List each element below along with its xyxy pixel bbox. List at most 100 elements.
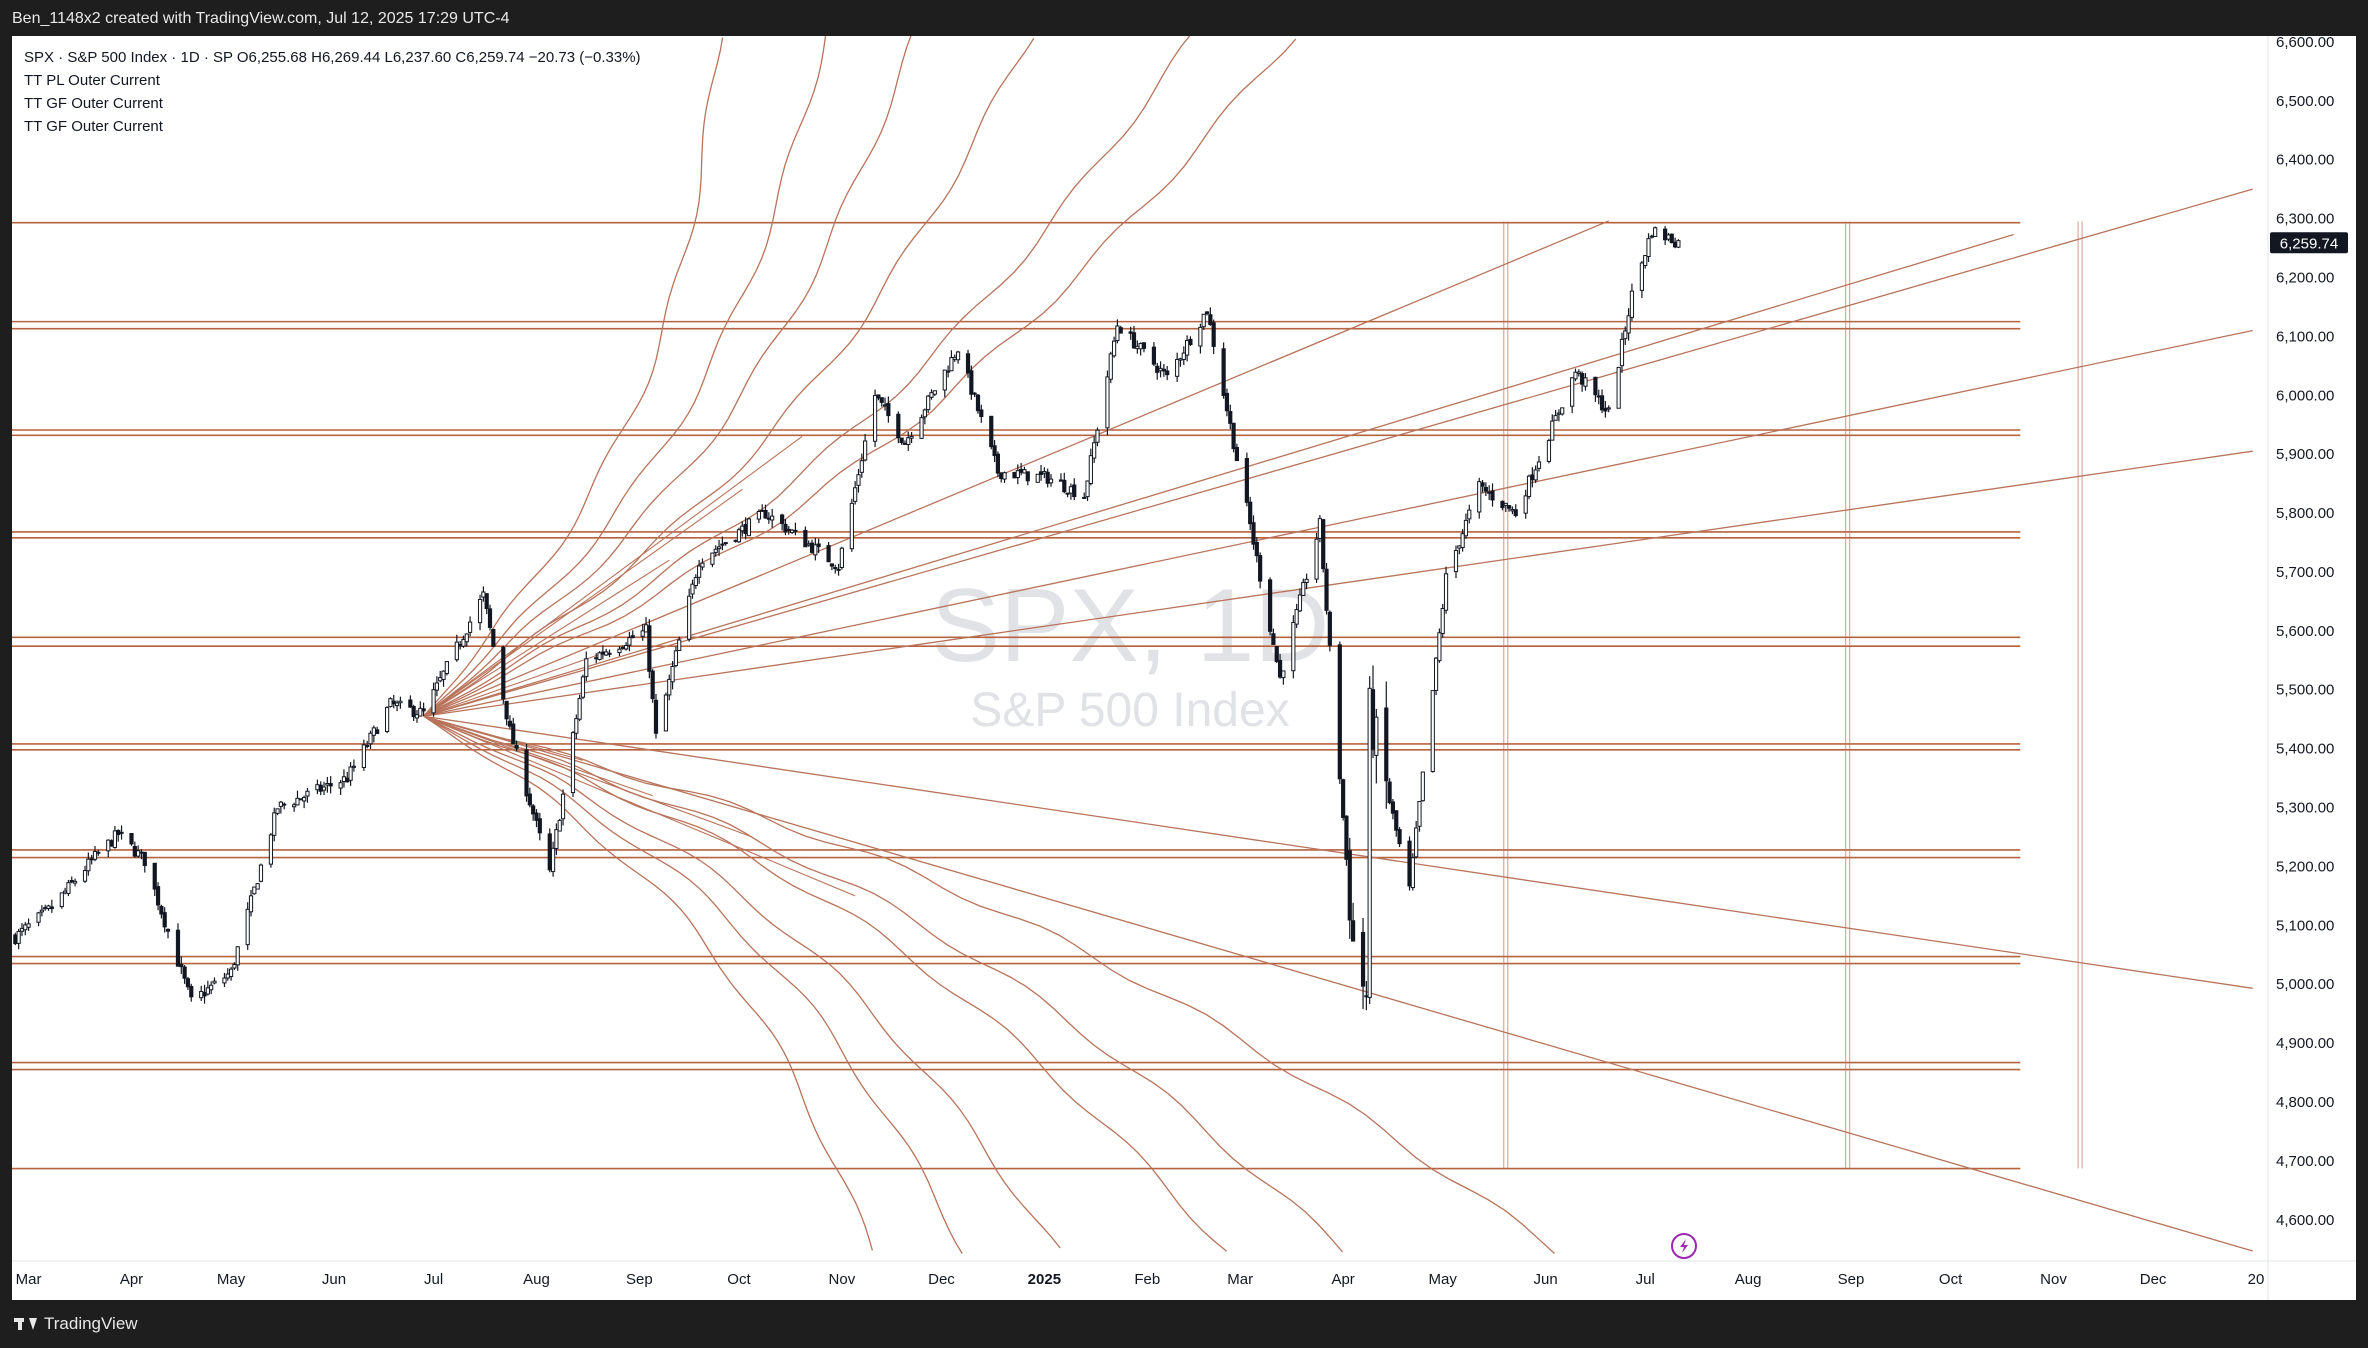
candle-body <box>1364 995 1369 998</box>
candle-body <box>1188 338 1193 346</box>
candle <box>1603 401 1608 418</box>
candle <box>1201 313 1206 330</box>
candle-body <box>1603 407 1608 412</box>
time-tick-label: May <box>217 1271 246 1288</box>
candle <box>501 645 506 704</box>
candle-body <box>1128 331 1133 334</box>
candle <box>1347 837 1352 939</box>
candle-body <box>577 698 582 720</box>
candle <box>1185 335 1190 362</box>
candle <box>1085 480 1090 501</box>
lightning-icon[interactable] <box>1671 1233 1697 1259</box>
price-tick-label: 5,000.00 <box>2276 976 2334 993</box>
candle-body <box>786 528 791 531</box>
candle <box>952 354 957 362</box>
candle <box>441 670 446 687</box>
indicator-label[interactable]: TT GF Outer Current <box>24 95 163 112</box>
tradingview-logo[interactable]: TradingView <box>14 1314 138 1334</box>
candle-body <box>1141 342 1147 349</box>
fan-line <box>423 329 2253 717</box>
candle-body <box>1490 490 1495 501</box>
candle-body <box>248 895 254 913</box>
candle-body <box>69 880 74 883</box>
candle-body <box>321 786 327 791</box>
candle-body <box>1410 857 1415 889</box>
candle-body <box>1258 555 1263 582</box>
candle <box>82 865 88 884</box>
candle-body <box>129 833 134 845</box>
candle <box>467 616 473 637</box>
candle-body <box>295 797 300 806</box>
candle <box>514 740 519 752</box>
fan-curve-up <box>423 38 1297 717</box>
candle-body <box>1224 392 1230 412</box>
candle <box>391 694 396 709</box>
symbol-info[interactable]: SPX · S&P 500 Index · 1D · SP O6,255.68 … <box>24 49 641 66</box>
fan-lines <box>423 36 2253 1254</box>
candle <box>189 983 194 1002</box>
candle <box>574 714 579 740</box>
candle <box>879 397 884 407</box>
candle <box>96 849 101 856</box>
candle <box>1649 234 1654 239</box>
candle-body <box>849 502 854 550</box>
candle <box>1437 628 1442 663</box>
candle-body <box>1042 471 1047 474</box>
candle-body <box>872 395 878 442</box>
candle-body <box>268 834 274 865</box>
fan-short-line <box>423 715 753 838</box>
candle-body <box>1002 472 1007 480</box>
candle-body <box>1477 481 1482 513</box>
chart-canvas[interactable]: SPX, 1D S&P 500 Index 4,600.004,700.004,… <box>12 36 2356 1300</box>
candle-body <box>1178 358 1183 361</box>
candle <box>1407 836 1412 891</box>
candle <box>1583 373 1588 391</box>
candle <box>1012 471 1017 479</box>
candle <box>1599 389 1605 414</box>
candle <box>1022 466 1027 474</box>
candle <box>1503 502 1508 513</box>
price-axis[interactable]: 4,600.00 4,700.00 4,800.00 4,900.00 5,000.00… <box>2276 36 2334 1229</box>
candle <box>66 879 71 897</box>
time-axis[interactable]: Mar Apr May Jun Jul Aug Sep Oct Nov Dec 2025 Feb Mar… <box>16 1271 2265 1288</box>
indicator-label[interactable]: TT GF Outer Current <box>24 118 163 135</box>
price-tick-label: 6,200.00 <box>2276 269 2334 286</box>
candle-body <box>979 409 984 418</box>
price-tick-label: 5,100.00 <box>2276 917 2334 934</box>
candle-body <box>527 793 532 806</box>
fan-curve-up <box>423 36 912 717</box>
candle <box>524 743 529 802</box>
candle-body <box>302 796 307 802</box>
candle <box>693 574 698 589</box>
candle <box>1038 464 1044 481</box>
candle-body <box>1198 326 1203 347</box>
candle <box>1629 283 1635 321</box>
price-tick-label: 4,900.00 <box>2276 1035 2334 1052</box>
price-tick-label: 6,000.00 <box>2276 387 2334 404</box>
candle-body <box>418 707 423 717</box>
candle <box>1573 368 1578 382</box>
time-tick-label: Feb <box>1134 1271 1160 1288</box>
candle-body <box>1350 920 1356 942</box>
price-tick-label: 6,300.00 <box>2276 211 2334 228</box>
candle <box>1394 810 1399 837</box>
candle <box>318 781 323 796</box>
chart-area[interactable]: SPX, 1D S&P 500 Index 4,600.00 4,700.00 4,… <box>12 36 2356 1300</box>
candle <box>926 394 931 413</box>
candle-body <box>1231 422 1236 450</box>
candle <box>673 646 679 668</box>
candle <box>1161 363 1166 377</box>
candle-body <box>361 744 366 768</box>
candle-body <box>1583 377 1588 387</box>
candle <box>1341 778 1346 821</box>
candle-body <box>1161 368 1166 372</box>
candle <box>1616 366 1621 409</box>
candle-body <box>139 851 144 854</box>
candle <box>1414 821 1419 859</box>
indicator-label[interactable]: TT PL Outer Current <box>24 72 160 89</box>
candle-body <box>1510 508 1515 512</box>
candle <box>1430 690 1435 773</box>
price-tick-label: 5,700.00 <box>2276 564 2334 581</box>
candle-body <box>670 666 675 683</box>
candle <box>975 393 981 414</box>
